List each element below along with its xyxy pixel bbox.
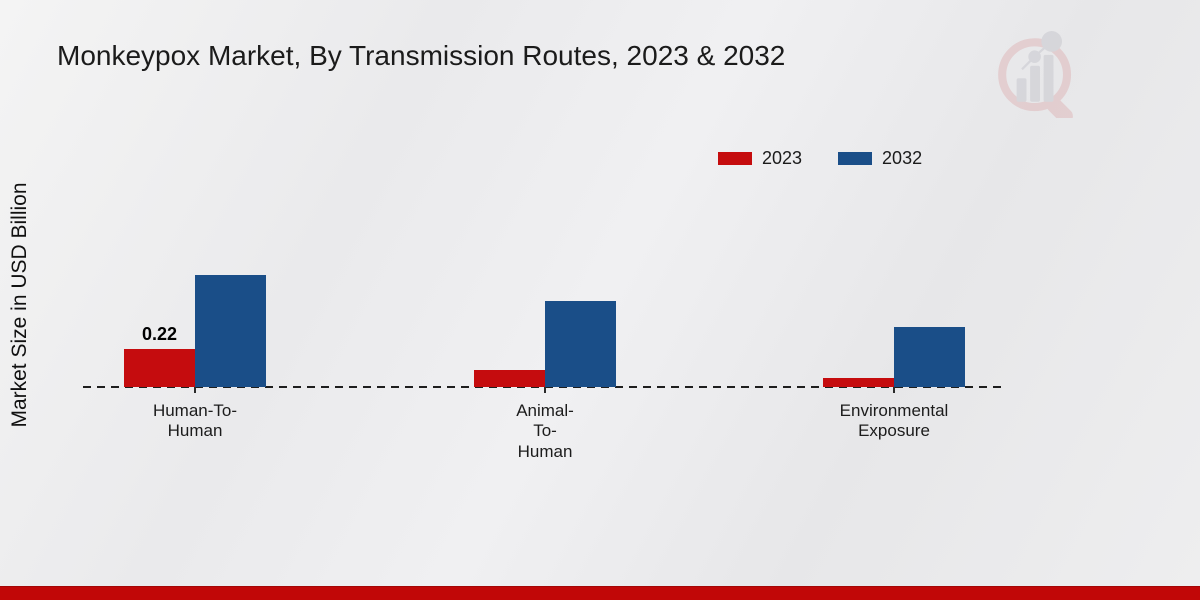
bar-2032-environmental-exposure [894,327,965,387]
bar-value-label-2023-human-to-human: 0.22 [141,324,178,344]
category-label-environmental-exposure: Environmental Exposure [840,401,949,442]
x-axis-tick-environmental-exposure [893,387,895,393]
magnifier-chart-icon [998,31,1073,124]
category-label-line: To- [533,421,557,441]
legend-label-2023: 2023 [762,148,803,168]
legend-swatch-2032 [838,152,873,165]
footer-accent-bar [0,586,1200,600]
category-label-line: Animal- [516,401,574,420]
legend-swatch-2023 [718,152,752,165]
chart-title: Monkeypox Market, By Transmission Routes… [57,40,786,71]
plot-area: 0.22 Human-To- Human Animal- To- Human Environ… [83,180,1007,461]
category-label-line: Environmental [839,401,949,420]
bar-2023-human-to-human [124,349,195,387]
legend-item-2032: 2032 [838,148,922,169]
x-axis-tick-animal-to-human [544,387,546,393]
legend-item-2023: 2023 [718,148,802,169]
x-axis-tick-human-to-human [194,387,196,393]
category-label-animal-to-human: Animal- To- Human [516,401,574,462]
bar-2023-environmental-exposure [823,378,894,387]
bar-2023-animal-to-human [474,370,545,387]
bar-group-human-to-human: 0.22 [124,275,266,387]
category-label-line: Human-To- [152,401,238,420]
category-label-line: Human [167,421,223,441]
bar-2032-animal-to-human [545,301,616,387]
category-label-line: Human [517,441,573,461]
legend-label-2032: 2032 [882,148,923,168]
category-label-human-to-human: Human-To- Human [153,401,237,442]
bar-group-animal-to-human [474,301,616,387]
legend: 2023 2032 [718,148,922,169]
bar-group-environmental-exposure [823,327,965,387]
category-label-line: Exposure [858,421,930,441]
bar-2032-human-to-human [195,275,266,387]
y-axis-label: Market Size in USD Billion [8,182,31,428]
market-research-logo-watermark [995,26,1085,124]
